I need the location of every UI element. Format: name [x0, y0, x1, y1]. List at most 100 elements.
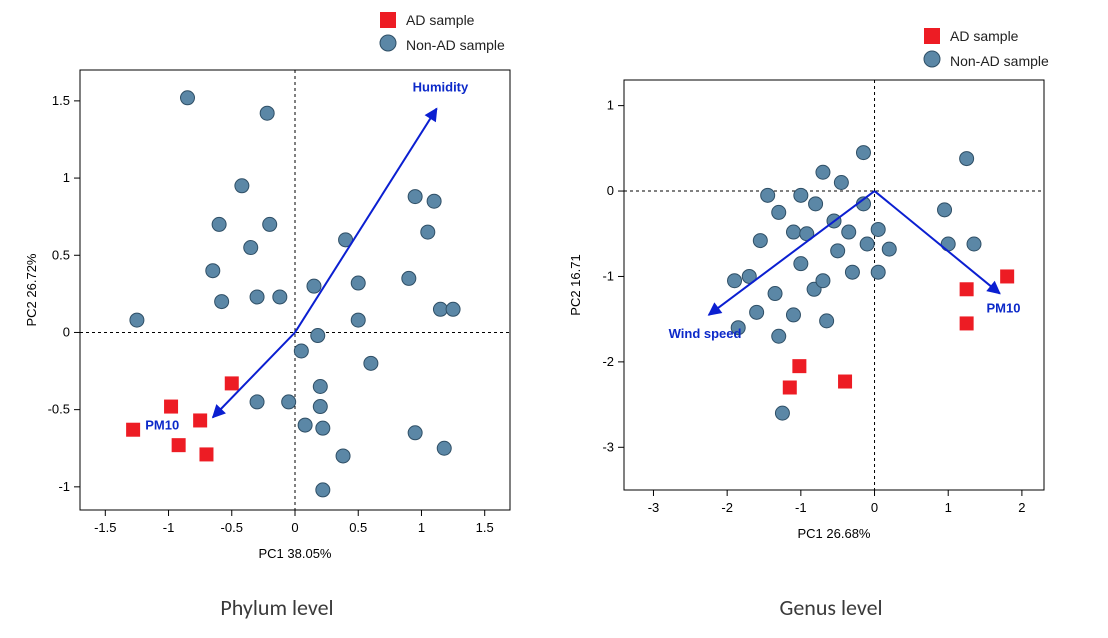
biplot-arrow: [295, 109, 437, 333]
nonad-point: [250, 395, 264, 409]
y-axis-label: PC2 16.71: [568, 254, 583, 315]
biplot-arrow: [709, 191, 875, 315]
right-subtitle: Genus level: [554, 594, 1108, 621]
nonad-point: [273, 290, 287, 304]
nonad-point: [364, 356, 378, 370]
nonad-point: [307, 279, 321, 293]
nonad-point: [235, 179, 249, 193]
x-tick-label: 0: [871, 500, 878, 515]
nonad-point: [446, 302, 460, 316]
ad-point: [225, 376, 239, 390]
nonad-point: [316, 421, 330, 435]
x-tick-label: -1.5: [94, 520, 116, 535]
left-subtitle: Phylum level: [0, 594, 554, 621]
ad-point: [783, 381, 797, 395]
nonad-point: [786, 225, 800, 239]
nonad-point: [941, 237, 955, 251]
nonad-point: [336, 449, 350, 463]
nonad-point: [282, 395, 296, 409]
ad-point: [193, 413, 207, 427]
nonad-point: [244, 241, 258, 255]
legend-nonad-label: Non-AD sample: [406, 37, 505, 53]
nonad-point: [967, 237, 981, 251]
ad-point: [960, 282, 974, 296]
nonad-point: [750, 305, 764, 319]
nonad-point: [206, 264, 220, 278]
x-tick-label: -3: [648, 500, 660, 515]
ad-point: [792, 359, 806, 373]
nonad-point: [181, 91, 195, 105]
nonad-point: [408, 190, 422, 204]
y-tick-label: -0.5: [48, 402, 70, 417]
nonad-point: [845, 265, 859, 279]
y-axis-label: PC2 26.72%: [24, 253, 39, 326]
x-tick-label: 0.5: [349, 520, 367, 535]
arrow-label: Wind speed: [669, 326, 742, 341]
legend-ad-label: AD sample: [950, 28, 1019, 44]
nonad-point: [816, 274, 830, 288]
x-tick-label: 2: [1018, 500, 1025, 515]
x-axis-label: PC1 38.05%: [259, 546, 332, 561]
nonad-point: [772, 205, 786, 219]
ad-point: [126, 423, 140, 437]
nonad-point: [351, 313, 365, 327]
ad-point: [172, 438, 186, 452]
plot-box: [624, 80, 1044, 490]
ad-point: [1000, 269, 1014, 283]
nonad-point: [753, 234, 767, 248]
nonad-point: [775, 406, 789, 420]
y-tick-label: -2: [602, 354, 614, 369]
nonad-point: [298, 418, 312, 432]
ad-point: [960, 316, 974, 330]
nonad-point: [794, 188, 808, 202]
x-tick-label: 1: [418, 520, 425, 535]
y-tick-label: 0.5: [52, 247, 70, 262]
nonad-point: [938, 203, 952, 217]
nonad-point: [408, 426, 422, 440]
arrow-label: PM10: [145, 418, 179, 433]
nonad-point: [871, 265, 885, 279]
y-tick-label: -1: [58, 479, 70, 494]
nonad-point: [882, 242, 896, 256]
ad-point: [164, 400, 178, 414]
nonad-point: [871, 222, 885, 236]
y-tick-label: 0: [607, 183, 614, 198]
nonad-point: [831, 244, 845, 258]
legend-nonad-label: Non-AD sample: [950, 53, 1049, 69]
nonad-point: [860, 237, 874, 251]
nonad-point: [351, 276, 365, 290]
nonad-point: [313, 379, 327, 393]
y-tick-label: 0: [63, 324, 70, 339]
y-tick-label: -1: [602, 268, 614, 283]
nonad-point: [842, 225, 856, 239]
genus-scatter-chart: -3-2-1012-3-2-101PC1 26.68%PC2 16.71Wind…: [554, 0, 1108, 590]
legend-ad-label: AD sample: [406, 12, 475, 28]
phylum-scatter-chart: -1.5-1-0.500.511.5-1-0.500.511.5PC1 38.0…: [0, 0, 554, 590]
nonad-point: [728, 274, 742, 288]
nonad-point: [816, 165, 830, 179]
legend-ad-swatch: [380, 12, 396, 28]
nonad-point: [834, 176, 848, 190]
nonad-point: [820, 314, 834, 328]
nonad-point: [263, 217, 277, 231]
legend-nonad-swatch: [380, 35, 396, 51]
nonad-point: [311, 329, 325, 343]
y-tick-label: 1: [63, 170, 70, 185]
arrow-label: PM10: [986, 300, 1020, 315]
nonad-point: [772, 329, 786, 343]
nonad-point: [313, 400, 327, 414]
arrow-label: Humidity: [413, 80, 469, 95]
nonad-point: [294, 344, 308, 358]
nonad-point: [421, 225, 435, 239]
nonad-point: [215, 295, 229, 309]
nonad-point: [427, 194, 441, 208]
nonad-point: [316, 483, 330, 497]
nonad-point: [433, 302, 447, 316]
nonad-point: [260, 106, 274, 120]
y-tick-label: 1: [607, 98, 614, 113]
nonad-point: [960, 152, 974, 166]
ad-point: [199, 447, 213, 461]
nonad-point: [761, 188, 775, 202]
x-axis-label: PC1 26.68%: [798, 526, 871, 541]
nonad-point: [768, 287, 782, 301]
